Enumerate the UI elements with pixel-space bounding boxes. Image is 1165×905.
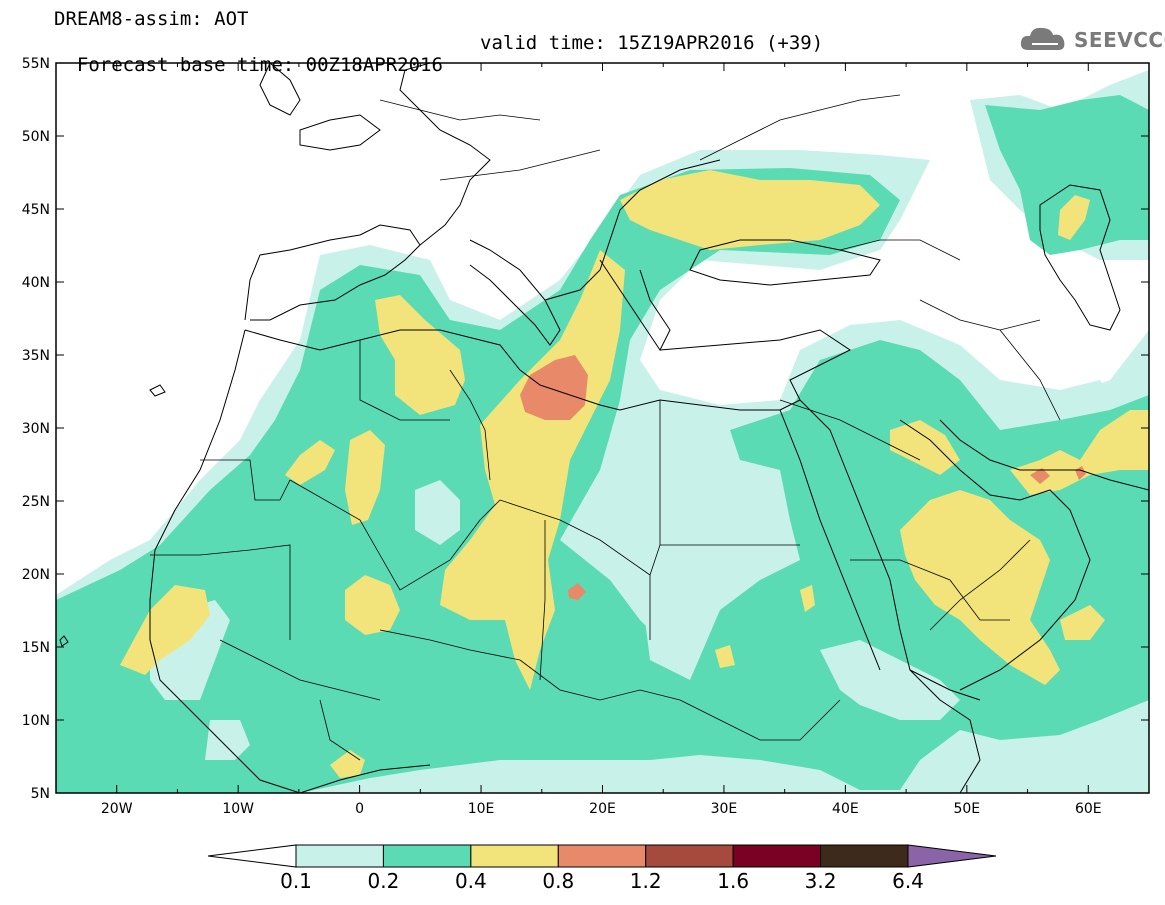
colorbar-label: 0.1 [280,869,312,893]
lon-tick-label: 60E [1075,801,1102,817]
logo-text: SEEVCCC [1074,28,1165,52]
lon-tick-label: 0 [355,801,364,817]
colorbar-label: 1.6 [717,869,749,893]
colorbar-swatch [645,844,734,868]
colorbar-swatch [382,844,472,868]
colorbar-swatch [470,844,559,868]
lat-tick-label: 15N [22,640,50,656]
colorbar-label: 0.2 [368,869,400,893]
forecast-base-time: Forecast base time: 00Z18APR2016 valid t… [54,32,823,98]
lat-tick-label: 5N [31,786,50,802]
lon-axis: 20W 10W 0 10E 20E 30E 40E 50E 60E [55,63,1150,817]
aot-field [56,70,1149,793]
lat-tick-label: 35N [22,348,50,364]
lat-tick-label: 55N [22,56,50,72]
colorbar-swatch [820,844,909,868]
colorbar-under-triangle [207,844,297,868]
lat-tick-label: 20N [22,567,50,583]
lat-tick-label: 25N [22,494,50,510]
map-title: DREAM8-assim: AOT [54,8,249,30]
colorbar-swatch [295,844,384,868]
colorbar-swatch [732,844,822,868]
lat-tick-label: 45N [22,202,50,218]
lon-tick-label: 10E [468,801,495,817]
colorbar-label: 0.4 [455,869,487,893]
colorbar: 0.1 0.2 0.4 0.8 1.2 1.6 3.2 6.4 [207,844,997,893]
colorbar-label: 0.8 [542,869,574,893]
seevccc-logo: SEEVCCC [1018,22,1165,56]
coastlines [59,63,1149,793]
lon-tick-label: 10W [222,801,254,817]
lon-tick-label: 40E [832,801,859,817]
lat-axis: 55N 50N 45N 40N 35N 30N 25N 20N 15N 10N 5N [22,56,1149,802]
lon-tick-label: 20E [589,801,616,817]
lat-tick-label: 50N [22,129,50,145]
colorbar-over-triangle [907,844,997,868]
lat-tick-label: 30N [22,421,50,437]
cloud-icon [1020,27,1065,50]
lat-tick-label: 10N [22,713,50,729]
colorbar-swatch [557,844,647,868]
colorbar-label: 3.2 [805,869,837,893]
lon-tick-label: 50E [953,801,980,817]
colorbar-label: 6.4 [892,869,924,893]
lat-tick-label: 40N [22,275,50,291]
forecast-base-label: Forecast base time: 00Z18APR2016 [76,54,443,76]
valid-time-label: valid time: 15Z19APR2016 (+39) [480,32,824,54]
colorbar-label: 1.2 [630,869,662,893]
lon-tick-label: 20W [101,801,133,817]
lon-tick-label: 30E [711,801,738,817]
country-borders [150,94,1061,761]
